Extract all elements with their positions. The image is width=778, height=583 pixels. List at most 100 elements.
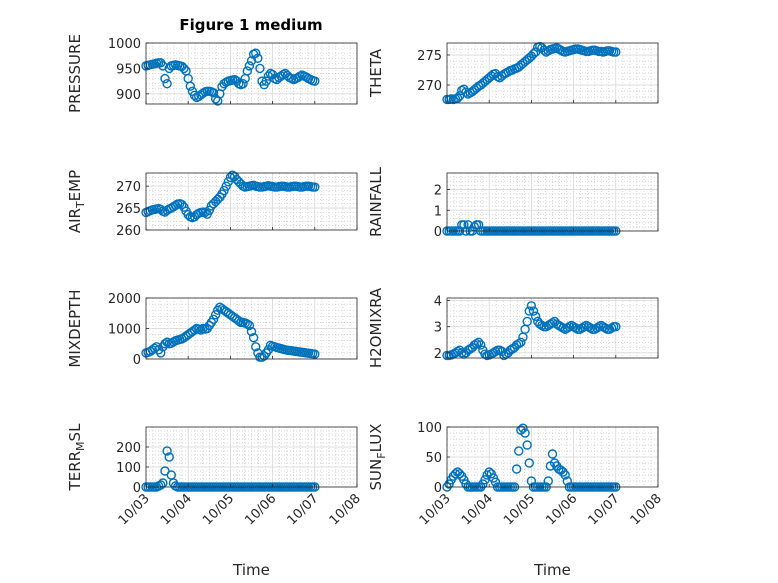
series-markers — [442, 41, 621, 105]
y-tick-label: 2000 — [108, 292, 141, 307]
x-tick-label: 10/06 — [242, 491, 279, 528]
data-point — [530, 311, 541, 321]
data-point — [522, 440, 532, 450]
data-point — [524, 458, 534, 468]
x-tick-label: 10/03 — [417, 491, 454, 528]
y-tick-label: 1000 — [108, 323, 141, 338]
data-point — [528, 306, 539, 316]
axes-box — [446, 42, 659, 104]
data-point — [185, 81, 196, 91]
data-point — [160, 339, 170, 349]
x-tick-label: 10/05 — [200, 491, 237, 528]
data-point — [162, 78, 172, 89]
y-tick-label: 100 — [417, 421, 442, 436]
subplot-rainfall: 0 1 2 RAINFALL — [367, 166, 659, 240]
data-point — [238, 78, 248, 89]
x-tick-label: 10/08 — [628, 491, 665, 528]
axes-box — [446, 297, 659, 359]
data-point — [560, 470, 570, 480]
y-tick-label: 270 — [116, 180, 141, 195]
data-point — [524, 306, 534, 316]
data-point — [473, 337, 484, 348]
data-point — [490, 346, 501, 357]
y-tick-label: 265 — [116, 202, 141, 217]
data-point — [579, 322, 589, 332]
data-point — [223, 177, 233, 187]
data-point — [208, 88, 219, 98]
y-axis-label: THETA — [367, 48, 385, 98]
y-axis-label: TERRMSL — [66, 423, 87, 492]
data-point — [255, 63, 265, 74]
data-point — [310, 76, 320, 86]
y-axis-label: MIXDEPTH — [66, 289, 84, 367]
subplot-pressure: 900 950 1000 PRESSURE — [66, 34, 358, 113]
data-point — [177, 199, 187, 210]
data-point — [476, 340, 486, 350]
data-point — [210, 310, 221, 320]
subplot-theta: 270 275 THETA — [367, 41, 659, 105]
y-tick-label: 0 — [133, 481, 141, 496]
x-tick-label: 10/07 — [586, 491, 623, 528]
data-point — [162, 446, 172, 456]
y-tick-label: 2 — [434, 184, 442, 199]
data-point — [459, 220, 469, 230]
y-tick-label: 1 — [434, 204, 442, 219]
series-markers — [141, 48, 320, 106]
axes-box — [145, 426, 358, 488]
y-tick-label: 275 — [417, 49, 442, 64]
y-tick-label: 950 — [116, 62, 141, 77]
data-point — [543, 476, 553, 486]
y-tick-label: 200 — [116, 441, 141, 456]
data-point — [606, 323, 617, 333]
data-point — [547, 449, 558, 459]
data-point — [514, 446, 524, 456]
x-tick-label: 10/08 — [327, 491, 364, 528]
data-point — [514, 338, 524, 349]
data-point — [160, 73, 170, 84]
data-point — [452, 93, 463, 103]
x-axis-label: Time — [232, 561, 270, 579]
data-point — [526, 301, 537, 311]
y-tick-label: 3 — [434, 321, 442, 336]
y-tick-label: 1000 — [108, 37, 141, 52]
data-point — [261, 76, 271, 86]
y-axis-label: PRESSURE — [66, 34, 84, 113]
x-tick-label: 10/04 — [459, 491, 496, 528]
axes-box — [145, 42, 358, 105]
data-point — [528, 49, 539, 59]
series-markers — [141, 302, 320, 362]
data-point — [520, 428, 530, 438]
data-point — [516, 337, 526, 348]
data-point — [208, 314, 219, 325]
y-tick-label: 0 — [434, 225, 442, 240]
data-point — [242, 66, 252, 76]
data-point — [511, 464, 522, 474]
x-tick-label: 10/07 — [285, 491, 322, 528]
y-tick-label: 50 — [425, 451, 442, 466]
subplot-air-temp: 260 265 270 AIRTEMP — [66, 170, 358, 239]
x-tick-label: 10/04 — [158, 491, 195, 528]
data-point — [253, 53, 263, 63]
data-point — [594, 322, 604, 332]
y-tick-label: 270 — [417, 79, 442, 94]
data-point — [179, 63, 189, 74]
data-point — [522, 316, 532, 327]
data-point — [234, 316, 244, 326]
data-point — [251, 48, 261, 58]
figure-title: Figure 1 medium — [179, 16, 322, 34]
data-point — [189, 90, 200, 101]
y-axis-label: SUNFLUX — [367, 424, 388, 491]
subplot-h2omixra: 2 3 4 H2OMIXRA — [367, 287, 659, 368]
data-point — [221, 181, 231, 191]
data-point — [611, 47, 621, 57]
data-point — [263, 71, 274, 81]
data-point — [558, 323, 568, 333]
x-tick-label: 10/05 — [501, 491, 538, 528]
subplot-terr-msl: 0 100 200 TERRMSL 10/03 10/04 10/05 10/06 10/07 1… — [66, 423, 364, 579]
data-point — [461, 87, 471, 97]
y-tick-label: 900 — [116, 88, 141, 103]
x-axis-label: Time — [533, 561, 571, 579]
data-point — [251, 342, 261, 352]
data-point — [473, 220, 484, 230]
